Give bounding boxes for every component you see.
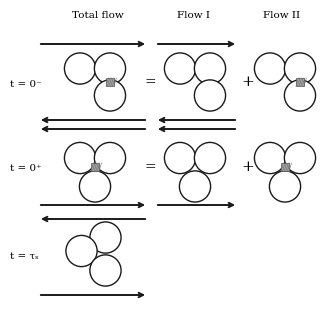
- Circle shape: [284, 53, 316, 84]
- Circle shape: [194, 80, 226, 111]
- Circle shape: [79, 171, 110, 202]
- Text: =: =: [144, 160, 156, 174]
- Circle shape: [64, 142, 96, 174]
- Text: =: =: [144, 75, 156, 89]
- Circle shape: [254, 53, 286, 84]
- Circle shape: [284, 142, 316, 174]
- Circle shape: [194, 53, 226, 84]
- Text: +: +: [241, 160, 254, 174]
- Text: Flow II: Flow II: [263, 11, 300, 20]
- Bar: [281, 163, 289, 171]
- Circle shape: [194, 142, 226, 174]
- Circle shape: [94, 53, 125, 84]
- Circle shape: [90, 255, 121, 286]
- Circle shape: [254, 142, 286, 174]
- Circle shape: [164, 142, 196, 174]
- Bar: [91, 163, 99, 171]
- Circle shape: [94, 80, 125, 111]
- Circle shape: [66, 235, 97, 267]
- Text: t = 0⁻: t = 0⁻: [10, 80, 41, 90]
- Bar: [296, 78, 304, 86]
- Circle shape: [164, 53, 196, 84]
- Circle shape: [284, 80, 316, 111]
- Text: +: +: [241, 75, 254, 89]
- Bar: [106, 78, 114, 86]
- Text: Total flow: Total flow: [72, 11, 124, 20]
- Circle shape: [269, 171, 301, 202]
- Circle shape: [94, 142, 125, 174]
- Text: Flow I: Flow I: [177, 11, 210, 20]
- Circle shape: [179, 171, 211, 202]
- Circle shape: [64, 53, 96, 84]
- Text: t = 0⁺: t = 0⁺: [10, 164, 41, 173]
- Circle shape: [90, 222, 121, 253]
- Text: t = τₛ: t = τₛ: [10, 252, 38, 261]
